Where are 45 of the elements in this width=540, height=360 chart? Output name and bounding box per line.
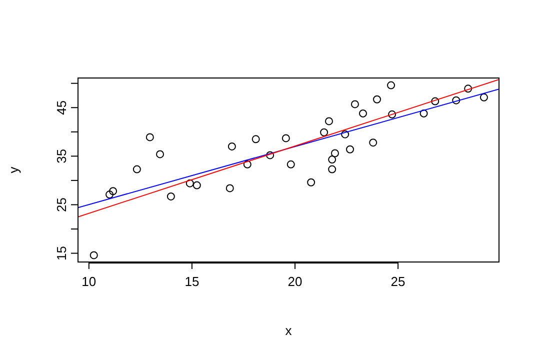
point [307,178,316,186]
y-tick-label: 45 [54,100,69,115]
y-tick-label: 25 [54,197,69,212]
y-axis-title: y [6,166,21,174]
point [228,142,236,150]
point [156,150,164,158]
point [464,84,472,93]
point [324,117,333,126]
point [480,93,488,102]
point [350,100,359,108]
point [452,96,460,104]
point [369,138,378,147]
point [286,160,295,168]
point [328,156,336,164]
point [341,130,350,138]
x-axis-title: x [285,323,292,338]
point [109,187,118,196]
point [186,179,194,188]
point [420,109,428,118]
point [90,251,98,260]
point [373,95,382,104]
point [252,135,260,144]
point [346,145,354,154]
point [387,81,396,90]
point [192,181,201,190]
point [243,160,252,168]
point [282,134,290,142]
x-tick-label: 10 [82,274,96,289]
point [328,165,336,174]
point [166,192,175,200]
y-tick-label: 15 [54,246,69,260]
point [106,190,114,199]
point [226,184,234,192]
point [132,165,141,174]
point [431,97,440,106]
point [388,110,396,118]
point [358,109,367,118]
point [330,149,339,158]
x-tick-label: 25 [390,274,406,289]
point [146,133,154,142]
x-tick-label: 15 [184,274,200,289]
point [266,151,274,160]
x-tick-label: 20 [288,274,302,289]
point [320,128,328,136]
y-tick-label: 35 [54,148,69,164]
